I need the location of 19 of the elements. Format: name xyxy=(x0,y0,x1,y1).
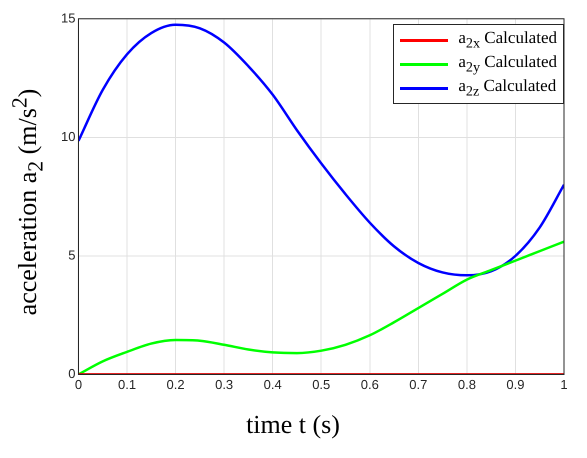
x-tick-label: 0.3 xyxy=(215,376,234,392)
y-tick-label: 10 xyxy=(60,128,76,144)
legend-label: a$_{2y}$ Calculated xyxy=(458,52,557,76)
line-series xyxy=(78,23,564,277)
legend-label: a$_{2x}$ Calculated xyxy=(458,28,557,52)
x-tick-label: 1 xyxy=(560,376,568,392)
x-axis-title: time t (s) xyxy=(245,410,341,440)
x-tick-label: 0.4 xyxy=(264,376,282,392)
x-tick-label: 0.5 xyxy=(312,376,330,392)
y-tick-label: 15 xyxy=(60,10,76,26)
x-tick-label: 0.8 xyxy=(458,376,476,392)
y-tick-label: 0 xyxy=(68,366,76,381)
x-tick-label: 0.2 xyxy=(166,376,185,392)
x-tick-label: 0.7 xyxy=(409,376,428,392)
legend-label: a$_{2z}$ Calculated xyxy=(458,76,556,100)
x-tick-label: 0.9 xyxy=(506,376,524,392)
y-tick-label: 5 xyxy=(68,247,76,262)
x-tick-label: 0.6 xyxy=(360,376,379,392)
x-tick-label: 0.1 xyxy=(118,376,136,392)
